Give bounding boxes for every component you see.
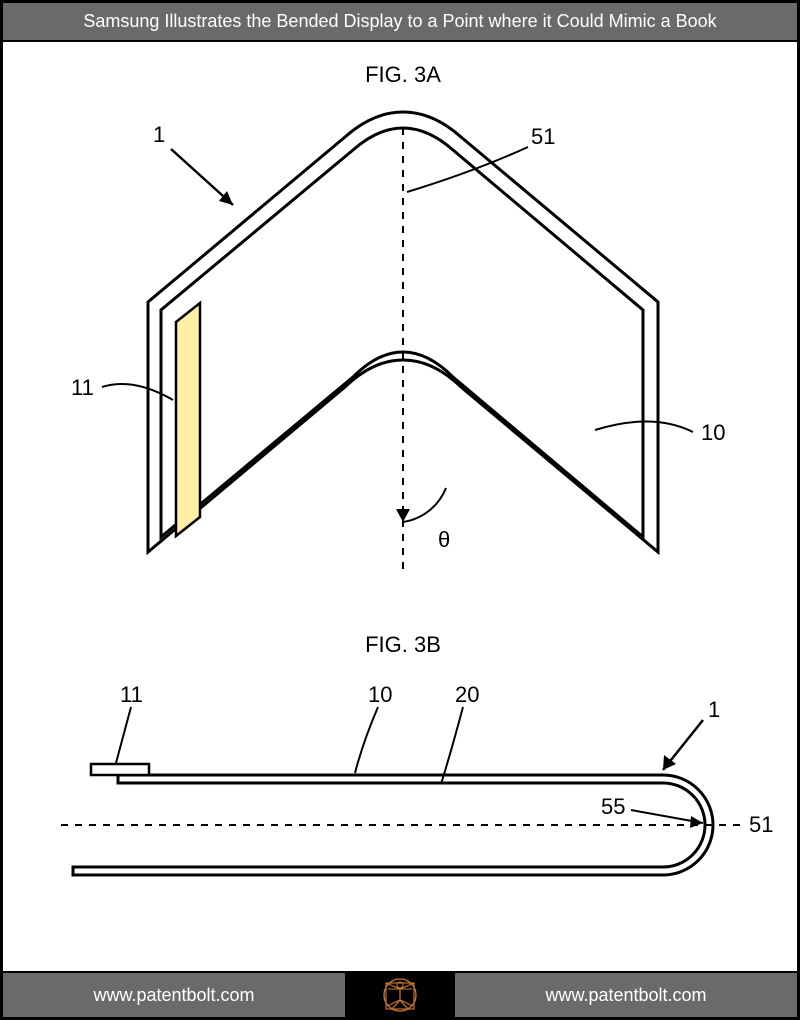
fig3b-ref-11: 11 bbox=[120, 682, 143, 708]
lead-b-55-arrow bbox=[690, 816, 703, 828]
footer-right-url: www.patentbolt.com bbox=[455, 985, 797, 1006]
lead-b-20 bbox=[441, 707, 463, 784]
fig3b-lower-body bbox=[73, 775, 713, 875]
fig3a-theta: θ bbox=[438, 527, 450, 553]
figure-area: FIG. 3A 1 51 bbox=[3, 42, 797, 971]
fig3a-diagram bbox=[3, 42, 797, 622]
fig3a-ref-51: 51 bbox=[531, 124, 555, 150]
vitruvian-icon bbox=[350, 975, 450, 1015]
title-bar: Samsung Illustrates the Bended Display t… bbox=[3, 3, 797, 42]
fig3a-ref-11: 11 bbox=[71, 375, 94, 401]
fig3b-ref-51: 51 bbox=[749, 812, 773, 838]
lead-b-10 bbox=[355, 707, 378, 773]
footer-bar: www.patentbolt.com www.patentbolt.com bbox=[3, 971, 797, 1017]
fig3a-angle-arc bbox=[403, 488, 446, 522]
fig3b-ref-55: 55 bbox=[601, 794, 625, 820]
patent-figure-frame: Samsung Illustrates the Bended Display t… bbox=[0, 0, 800, 1020]
fig3a-sensor-strip bbox=[176, 303, 200, 536]
fig3a-ref-10: 10 bbox=[701, 420, 725, 446]
footer-left-url: www.patentbolt.com bbox=[3, 985, 345, 1006]
title-text: Samsung Illustrates the Bended Display t… bbox=[83, 11, 716, 31]
fig3b-ref-20: 20 bbox=[455, 682, 479, 708]
lead-b-11 bbox=[116, 707, 131, 763]
fig3b-ref-10: 10 bbox=[368, 682, 392, 708]
footer-logo bbox=[345, 972, 455, 1018]
fig3b-ref-1: 1 bbox=[708, 697, 720, 723]
fig3b-camera-bump bbox=[91, 764, 149, 775]
fig3a-ref-1: 1 bbox=[153, 122, 165, 148]
